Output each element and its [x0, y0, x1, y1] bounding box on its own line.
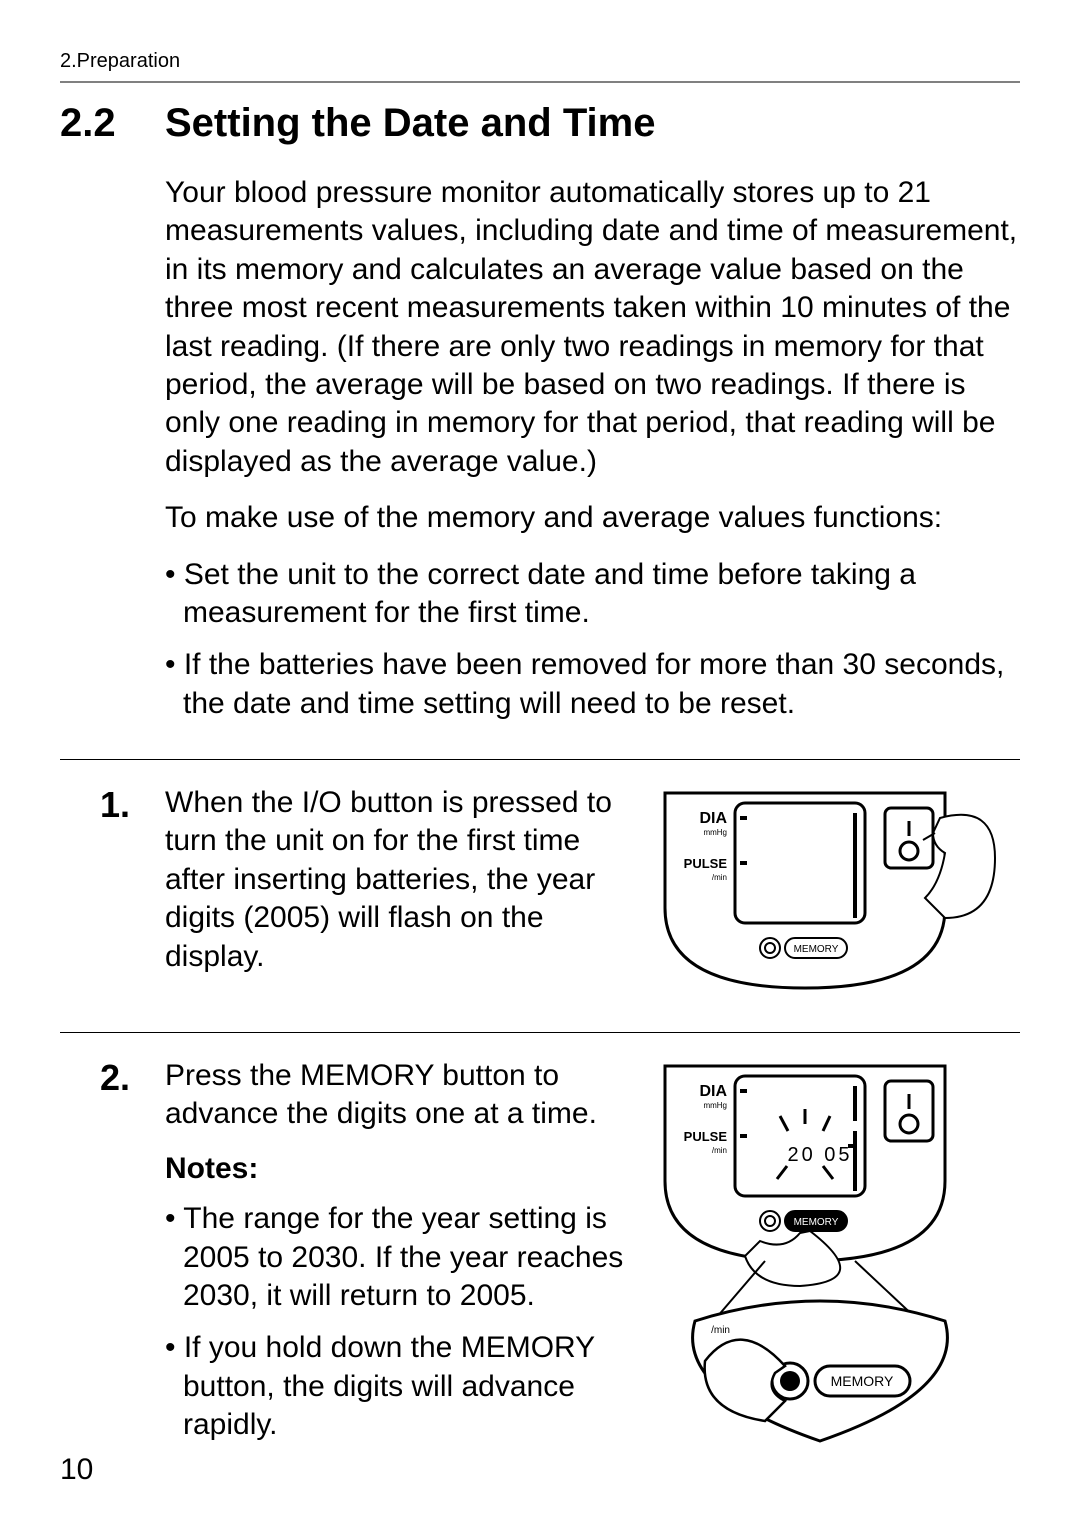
running-header: 2.Preparation	[60, 50, 1020, 73]
pulse-label: PULSE	[684, 856, 728, 871]
manual-page: 2.Preparation 2.2 Setting the Date and T…	[0, 0, 1080, 1527]
dia-unit-label: mmHg	[703, 1101, 727, 1110]
note-bullet: If you hold down the MEMORY button, the …	[165, 1329, 630, 1444]
section-number: 2.2	[60, 101, 165, 146]
step-text: When the I/O button is pressed to turn t…	[165, 784, 630, 976]
memory-button-label: MEMORY	[794, 944, 839, 955]
intro-bullet: If the batteries have been removed for m…	[165, 646, 1020, 723]
dia-label: DIA	[699, 810, 727, 827]
dia-label: DIA	[699, 1083, 727, 1100]
step-text-block: Press the MEMORY button to advance the d…	[165, 1057, 630, 1459]
notes-heading: Notes:	[165, 1150, 630, 1188]
note-bullet: The range for the year setting is 2005 t…	[165, 1200, 630, 1315]
intro-block: Your blood pressure monitor automaticall…	[165, 174, 1020, 723]
pulse-label: PULSE	[684, 1129, 728, 1144]
pulse-unit-label: /min	[712, 1146, 727, 1155]
intro-bullet: Set the unit to the correct date and tim…	[165, 556, 1020, 633]
page-number: 10	[60, 1453, 93, 1487]
step-text: Press the MEMORY button to advance the d…	[165, 1057, 630, 1134]
memory-button-label-large: MEMORY	[831, 1373, 894, 1389]
memory-button-label: MEMORY	[794, 1217, 839, 1228]
year-digits: 20 05	[787, 1144, 852, 1166]
device-svg-step1: DIA mmHg PULSE /min MEMORY	[645, 788, 1005, 998]
dia-unit-label: mmHg	[703, 828, 727, 837]
pulse-unit-label: /min	[711, 1325, 730, 1336]
step-row: 1. When the I/O button is pressed to tur…	[60, 759, 1020, 998]
step-illustration: DIA mmHg PULSE /min 20 05	[630, 1057, 1020, 1461]
step-illustration: DIA mmHg PULSE /min MEMORY	[630, 784, 1020, 998]
section-title: Setting the Date and Time	[165, 101, 655, 146]
header-rule	[60, 81, 1020, 83]
section-heading: 2.2 Setting the Date and Time	[60, 101, 1020, 146]
step-number: 2.	[100, 1057, 165, 1099]
intro-para: Your blood pressure monitor automaticall…	[165, 174, 1020, 481]
intro-para: To make use of the memory and average va…	[165, 499, 1020, 537]
step-number: 1.	[100, 784, 165, 826]
step-row: 2. Press the MEMORY button to advance th…	[60, 1032, 1020, 1461]
pulse-unit-label: /min	[712, 873, 727, 882]
device-svg-step2: DIA mmHg PULSE /min 20 05	[645, 1061, 1005, 1461]
steps-block: 1. When the I/O button is pressed to tur…	[60, 759, 1020, 1461]
